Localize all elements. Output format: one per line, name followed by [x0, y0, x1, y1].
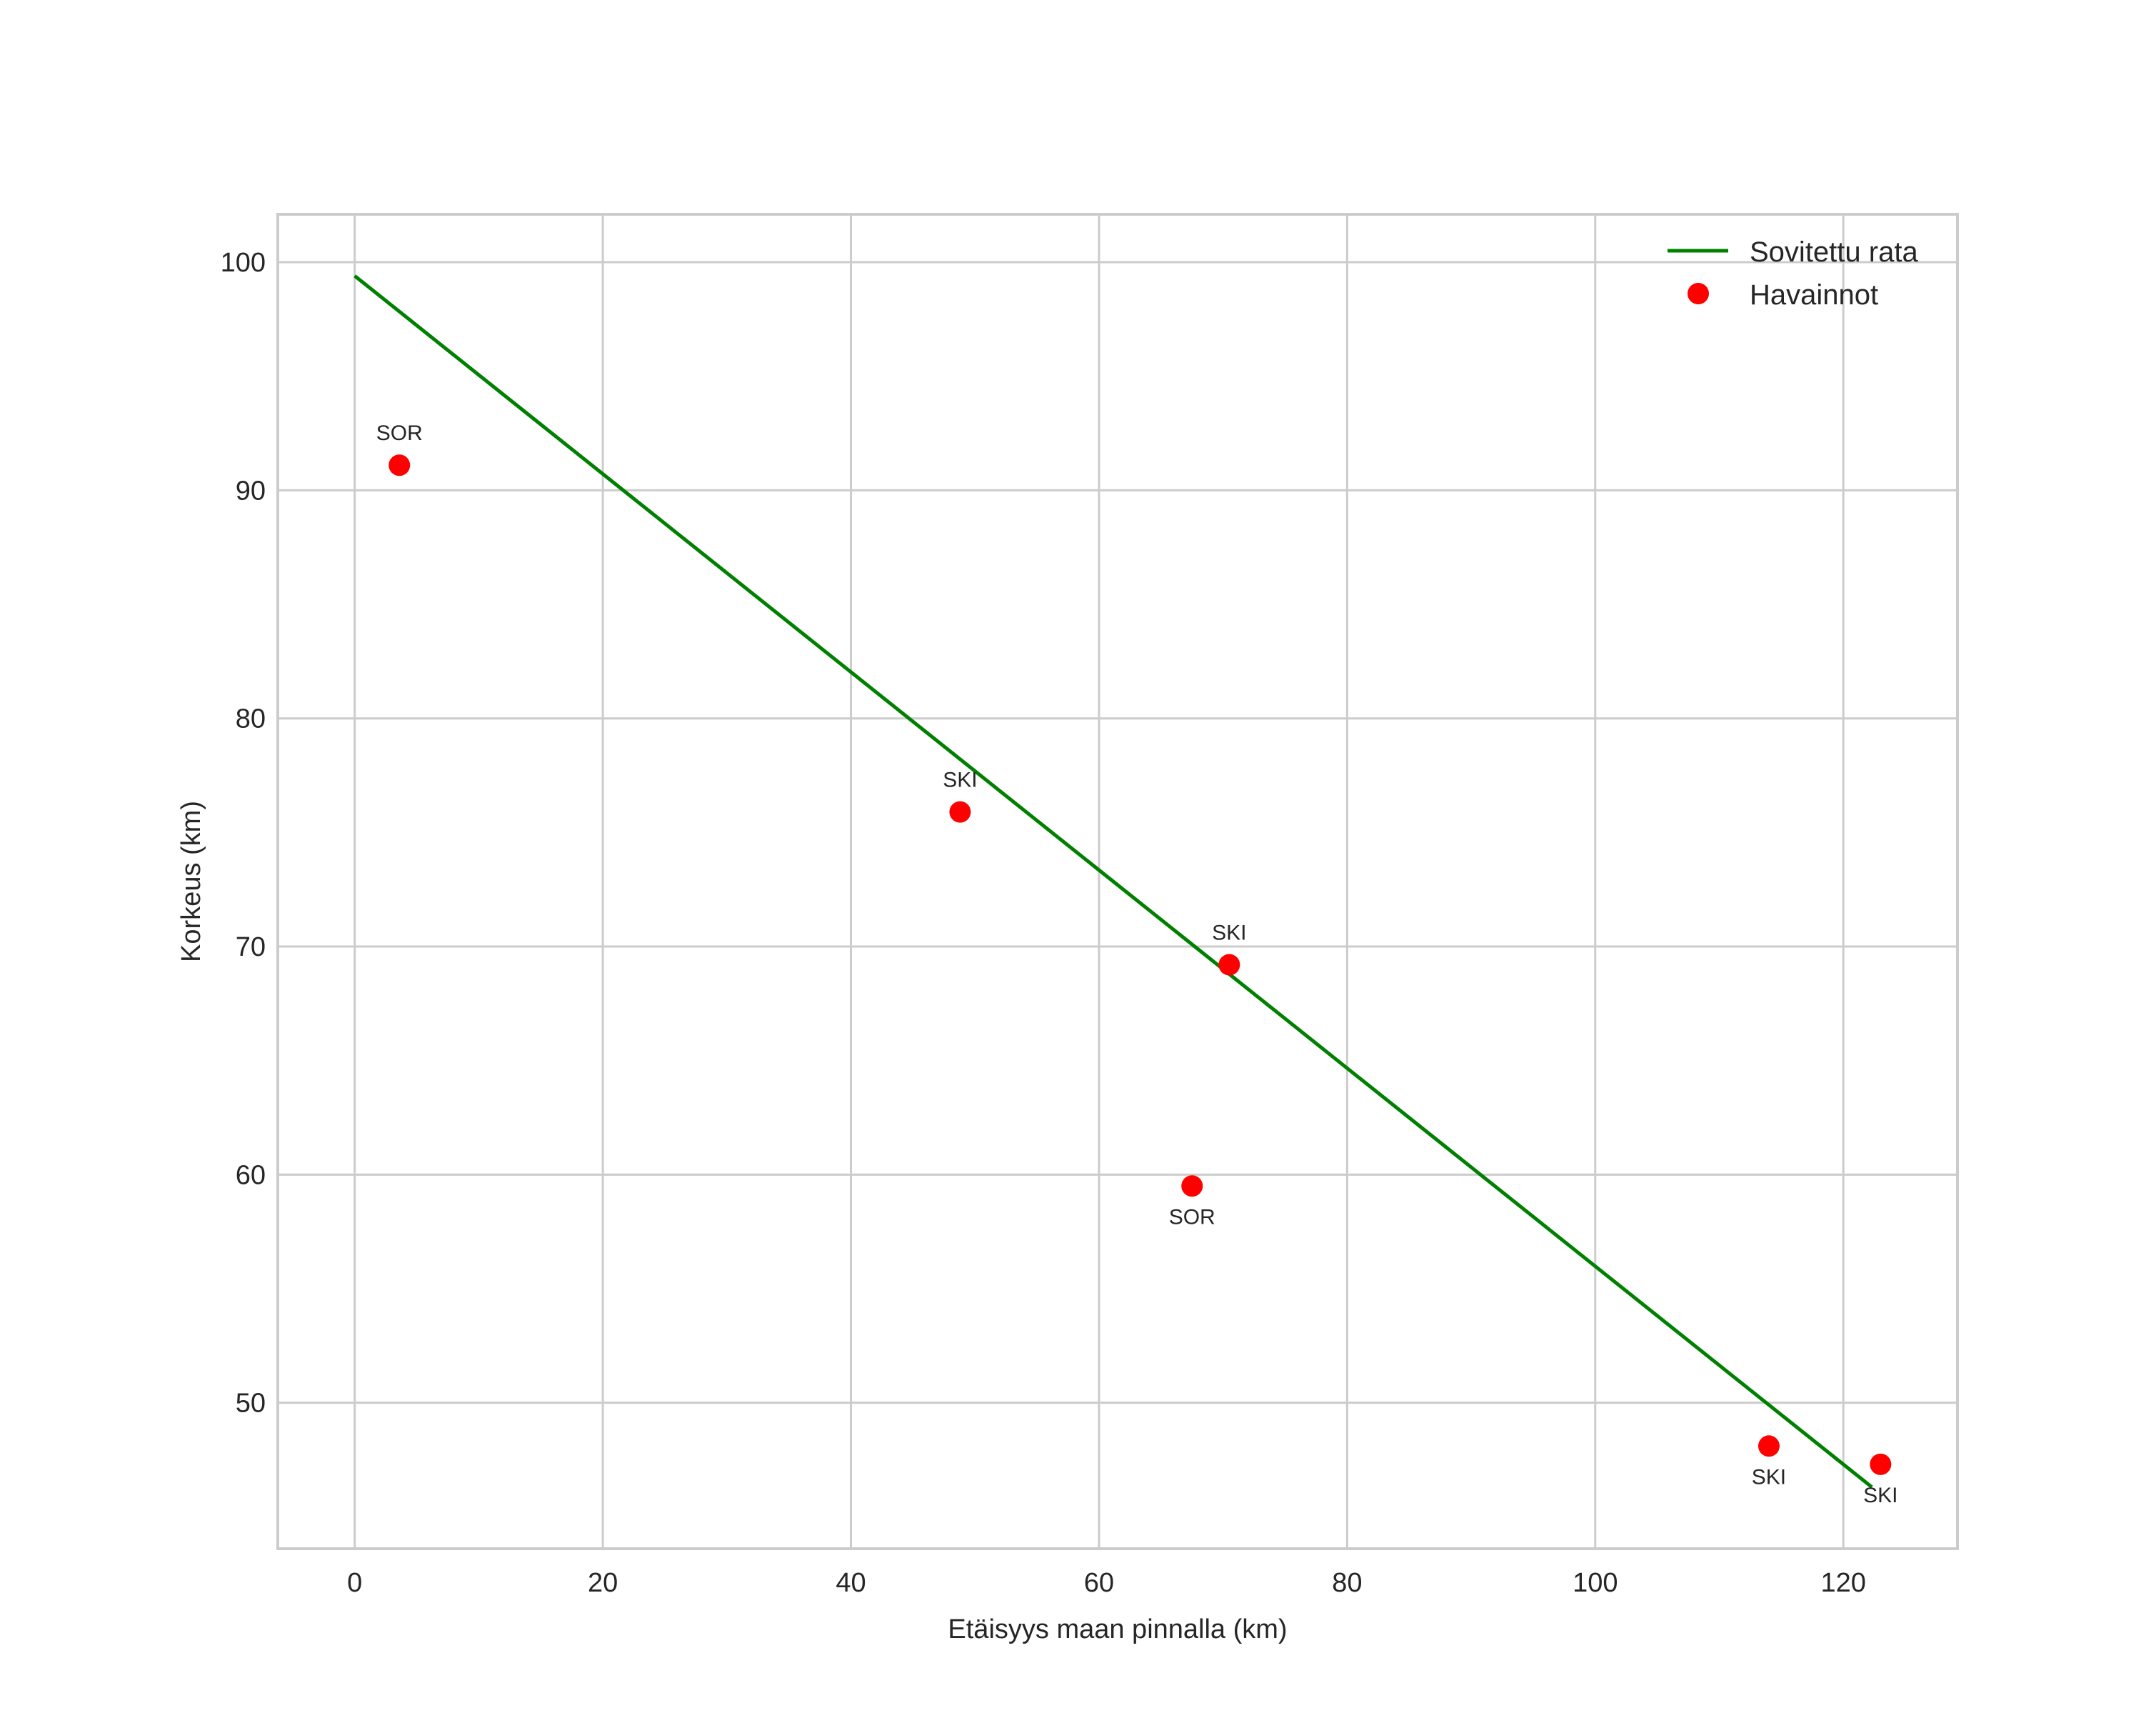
- point-marker-icon: [388, 454, 411, 476]
- point-station-label: SOR: [1169, 1205, 1215, 1229]
- point-marker-icon: [1218, 954, 1240, 976]
- x-axis-label: Etäisyys maan pinnalla (km): [948, 1614, 1287, 1644]
- point-marker-icon: [1758, 1435, 1780, 1457]
- point-station-label: SOR: [376, 421, 423, 445]
- point-station-label: SKI: [1212, 922, 1246, 945]
- legend-label: Havainnot: [1750, 279, 1878, 311]
- observation-point: SKI: [1752, 1435, 1786, 1489]
- point-marker-icon: [1181, 1175, 1203, 1197]
- point-station-label: SKI: [1863, 1484, 1897, 1507]
- x-tick-label: 120: [1820, 1568, 1865, 1598]
- legend-label: Sovitettu rata: [1750, 236, 1918, 268]
- x-tick-label: 20: [588, 1568, 618, 1598]
- circle-marker-icon: [1688, 283, 1709, 304]
- observation-point: SKI: [1212, 922, 1247, 976]
- x-tick-label: 60: [1084, 1568, 1114, 1598]
- legend-item-fitted-line: Sovitettu rata: [1668, 236, 1918, 268]
- legend: Sovitettu rata Havainnot: [1668, 236, 1918, 311]
- x-tick-label: 80: [1332, 1568, 1362, 1598]
- x-tick-label: 100: [1573, 1568, 1618, 1598]
- point-station-label: SKI: [1752, 1465, 1786, 1489]
- x-axis-ticks: 0 20 40 60 80 100 120: [347, 1568, 1866, 1598]
- fitted-trajectory-line: [354, 274, 1873, 1489]
- y-tick-label: 60: [236, 1160, 266, 1190]
- y-tick-label: 50: [236, 1389, 266, 1419]
- y-axis-label: Korkeus (km): [176, 801, 206, 962]
- y-axis-ticks: 50 60 70 80 90 100: [221, 248, 266, 1419]
- observation-points: SOR SKI SKI SOR SKI SKI: [376, 421, 1898, 1507]
- observation-point: SOR: [376, 421, 423, 476]
- y-tick-label: 100: [221, 248, 266, 278]
- legend-item-observations: Havainnot: [1688, 279, 1878, 311]
- y-tick-label: 80: [236, 704, 266, 734]
- observation-point: SKI: [943, 769, 978, 823]
- observation-point: SKI: [1863, 1453, 1897, 1507]
- fitted-line-path: [354, 274, 1873, 1489]
- point-marker-icon: [949, 801, 971, 823]
- y-tick-label: 70: [236, 932, 266, 962]
- observation-point: SOR: [1169, 1175, 1215, 1229]
- y-tick-label: 90: [236, 476, 266, 506]
- x-tick-label: 0: [347, 1568, 362, 1598]
- point-marker-icon: [1870, 1453, 1892, 1475]
- grid: [278, 214, 1957, 1549]
- x-tick-label: 40: [836, 1568, 866, 1598]
- point-station-label: SKI: [943, 769, 977, 792]
- plot-frame: [276, 213, 1959, 1550]
